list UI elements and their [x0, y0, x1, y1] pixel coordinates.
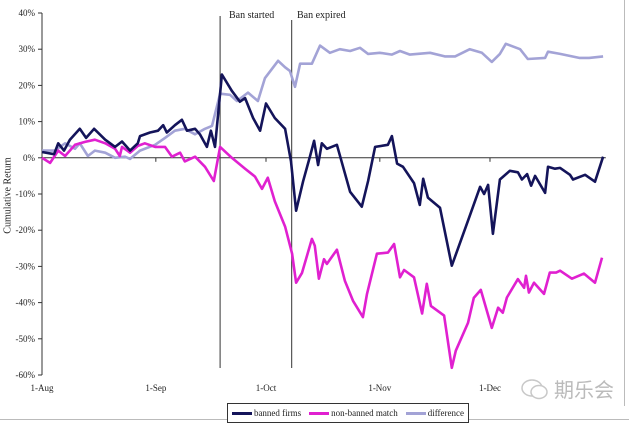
- x-tick-label: 1-Dec: [479, 383, 501, 393]
- y-tick-label: -50%: [16, 334, 36, 344]
- y-tick-label: 10%: [19, 117, 36, 127]
- legend-swatch: [405, 411, 426, 415]
- legend-swatch: [231, 411, 252, 415]
- frame-border-right: [624, 0, 625, 406]
- watermark-text: 期乐会: [554, 378, 614, 402]
- ban-expired-label: Ban expired: [297, 10, 346, 21]
- legend-label: non-banned match: [331, 408, 398, 418]
- y-tick-label: -60%: [16, 370, 36, 380]
- y-tick-label: -20%: [16, 225, 36, 235]
- y-tick-label: -10%: [16, 189, 36, 199]
- x-tick-label: 1-Sep: [145, 383, 166, 393]
- legend-swatch: [309, 411, 330, 415]
- series-line-banned-firms: [41, 73, 605, 268]
- legend-label: banned firms: [253, 408, 302, 418]
- y-tick-label: 30%: [19, 44, 36, 54]
- ban-started-label: Ban started: [229, 10, 275, 21]
- legend-item-banned-firms: banned firms: [231, 408, 302, 418]
- wechat-icon: [521, 378, 548, 399]
- x-tick-label: 1-Nov: [368, 383, 391, 393]
- legend-item-difference: difference: [405, 408, 465, 418]
- y-tick-label: 20%: [19, 80, 36, 90]
- series-line-difference: [42, 42, 604, 161]
- y-axis-label: Cumulative Return: [2, 157, 14, 234]
- y-tick-label: -30%: [16, 261, 36, 271]
- y-tick-label: 0%: [23, 153, 36, 163]
- series-line-non-banned-match: [41, 138, 604, 370]
- y-tick-label: 40%: [19, 8, 36, 18]
- watermark: 期乐会: [520, 374, 614, 403]
- legend-label: difference: [427, 408, 465, 418]
- x-tick-label: 1-Aug: [31, 383, 54, 393]
- y-tick-label: -40%: [16, 298, 36, 308]
- x-tick-label: 1-Oct: [256, 383, 277, 393]
- legend: banned firms non-banned match difference: [227, 403, 469, 423]
- legend-item-non-banned-match: non-banned match: [309, 408, 398, 418]
